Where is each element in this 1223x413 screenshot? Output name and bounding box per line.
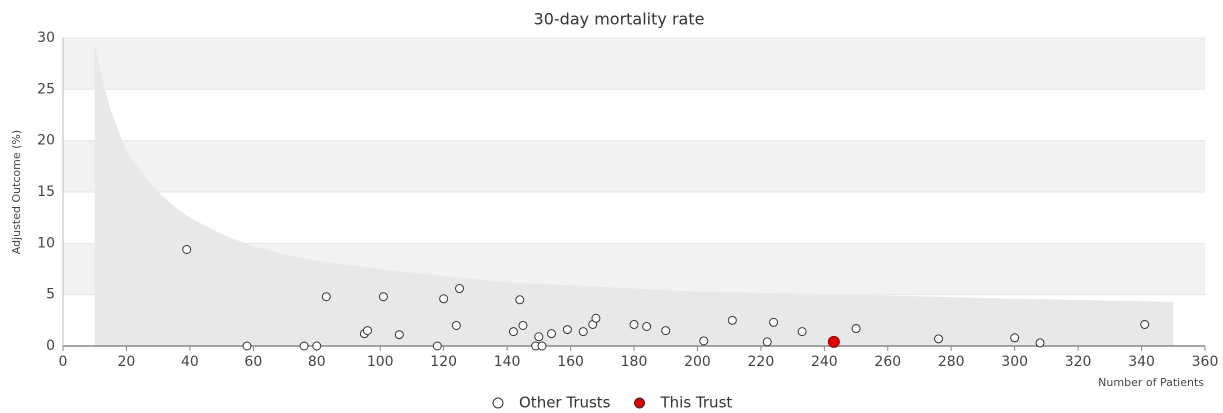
point [299,341,309,351]
point [312,341,322,351]
chart-title: 30-day mortality rate [534,10,705,29]
point [547,329,557,339]
x-tick-label: 100 [367,354,394,370]
point [439,294,449,304]
point [242,341,252,351]
y-tick-label: 0 [46,338,55,354]
point [562,325,572,335]
y-tick-label: 5 [46,287,55,303]
point [642,321,652,331]
x-tick-label: 340 [1128,354,1155,370]
y-axis-label: Adjusted Outcome (%) [10,130,23,254]
point [1010,333,1020,343]
point [321,292,331,302]
point [1140,319,1150,329]
y-tick-label: 20 [37,133,55,149]
point [797,327,807,337]
point [432,341,442,351]
point [1035,338,1045,348]
point [378,292,388,302]
grid-band [63,38,1205,90]
x-axis-label: Number of Patients [1098,376,1204,389]
point [537,341,547,351]
legend-label: Other Trusts [519,394,611,410]
y-tick-label: 30 [37,30,55,46]
x-tick-label: 240 [811,354,838,370]
point [515,295,525,305]
x-tick-label: 20 [118,354,136,370]
x-tick-label: 120 [430,354,457,370]
point [851,324,861,334]
point [827,335,840,348]
x-tick-label: 180 [621,354,648,370]
grid-band [63,89,1205,141]
x-tick-label: 360 [1192,354,1219,370]
x-tick-label: 60 [244,354,262,370]
x-tick-label: 140 [494,354,521,370]
point [451,320,461,330]
legend-marker [634,397,646,409]
y-tick-label: 15 [37,184,55,200]
x-tick-label: 160 [557,354,584,370]
point [455,284,465,294]
point [629,319,639,329]
point [182,244,192,254]
grid-band [63,140,1205,192]
legend-marker [492,397,504,409]
x-tick-label: 200 [684,354,711,370]
y-tick-label: 10 [37,235,55,251]
point [534,332,544,342]
point [762,337,772,347]
point [394,330,404,340]
x-tick-label: 260 [874,354,901,370]
funnel-area [94,43,1174,347]
x-tick-label: 320 [1065,354,1092,370]
point [661,326,671,336]
point [769,317,779,327]
grid-band [63,192,1205,244]
legend-label: This Trust [660,394,733,410]
y-tick-label: 25 [37,81,55,97]
point [508,327,518,337]
x-tick-label: 80 [308,354,326,370]
x-tick-label: 300 [1001,354,1028,370]
x-tick-label: 40 [181,354,199,370]
point [578,327,588,337]
point [934,334,944,344]
point [727,315,737,325]
x-tick-label: 280 [938,354,965,370]
point [699,336,709,346]
point [518,320,528,330]
x-tick-label: 220 [748,354,775,370]
point [591,313,601,323]
point [363,326,373,336]
x-tick-label: 0 [59,354,68,370]
